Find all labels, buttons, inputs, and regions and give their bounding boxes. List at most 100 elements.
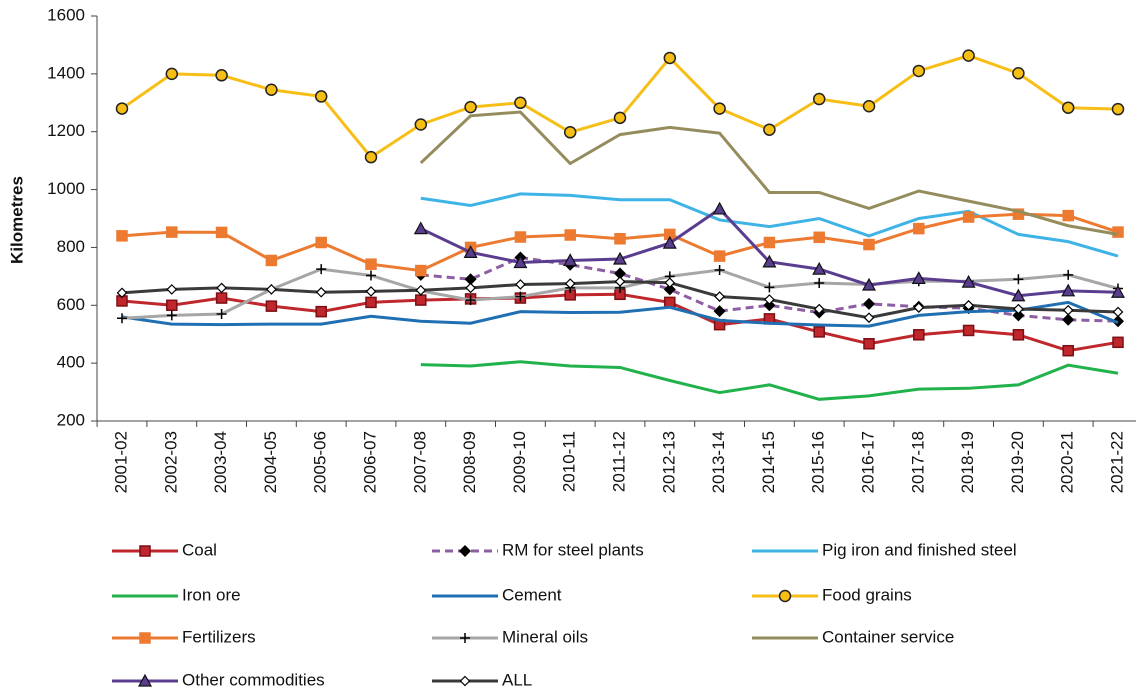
y-axis-title: Kilometres — [7, 176, 26, 264]
marker — [714, 264, 725, 275]
marker — [1110, 285, 1126, 298]
y-tick-label: 1400 — [47, 63, 85, 82]
marker — [813, 231, 825, 244]
marker — [863, 338, 875, 350]
marker — [764, 294, 775, 305]
marker — [316, 264, 327, 275]
marker — [712, 201, 727, 215]
marker — [813, 326, 825, 338]
marker — [962, 49, 975, 62]
legend-label: Pig iron and finished steel — [822, 540, 1017, 559]
marker — [613, 111, 627, 125]
x-tick-label: 2014-15 — [759, 431, 778, 493]
marker — [464, 273, 477, 286]
marker — [614, 267, 626, 280]
legend-label: RM for steel plants — [502, 540, 644, 559]
marker — [812, 261, 827, 275]
marker — [265, 254, 278, 267]
x-tick-label: 2003-04 — [211, 431, 230, 493]
legend-label: Fertilizers — [182, 627, 256, 646]
marker — [513, 255, 528, 269]
marker — [1012, 329, 1025, 341]
legend-item: Container service — [752, 627, 954, 646]
marker — [515, 279, 526, 290]
marker — [464, 100, 477, 114]
marker — [663, 283, 676, 296]
legend-item: RM for steel plants — [432, 540, 644, 559]
marker — [514, 231, 527, 243]
series — [115, 49, 1125, 164]
marker — [216, 282, 227, 294]
marker — [459, 545, 471, 557]
marker — [166, 284, 178, 295]
marker — [911, 271, 926, 284]
y-tick-label: 600 — [57, 295, 85, 314]
legend-label: Other commodities — [182, 670, 325, 689]
legend-item: Iron ore — [112, 585, 241, 604]
marker — [460, 633, 470, 643]
marker — [762, 254, 777, 268]
marker — [365, 286, 377, 297]
x-tick-label: 2010-11 — [560, 431, 579, 492]
marker — [266, 284, 277, 295]
marker — [116, 287, 128, 299]
marker — [415, 264, 427, 277]
marker — [215, 226, 228, 239]
marker — [415, 294, 427, 306]
marker — [961, 274, 976, 288]
marker — [863, 297, 875, 310]
series — [420, 360, 1119, 401]
marker — [1062, 209, 1074, 222]
marker — [863, 238, 875, 251]
x-tick-label: 2001-02 — [111, 431, 130, 493]
legend-label: Iron ore — [182, 585, 241, 604]
marker — [137, 673, 153, 687]
marker — [962, 211, 975, 223]
x-tick-label: 2015-16 — [809, 431, 828, 493]
y-tick-label: 1000 — [47, 179, 85, 198]
y-tick-label: 200 — [57, 410, 85, 429]
legend-label: Coal — [182, 540, 217, 559]
legend-label: Cement — [502, 585, 562, 604]
marker — [515, 291, 526, 302]
series-line — [419, 110, 1119, 236]
y-tick-label: 800 — [57, 237, 85, 256]
marker — [1112, 336, 1124, 349]
marker — [912, 64, 926, 78]
series-line — [420, 360, 1119, 401]
marker — [812, 92, 826, 106]
marker — [814, 278, 825, 289]
marker — [139, 545, 151, 557]
marker — [713, 250, 726, 262]
marker — [415, 284, 427, 296]
legend-label: ALL — [502, 670, 532, 689]
marker — [265, 300, 278, 312]
x-tick-label: 2019-20 — [1008, 431, 1027, 493]
marker — [1062, 304, 1074, 316]
x-tick-label: 2008-09 — [460, 431, 479, 493]
marker — [663, 51, 677, 65]
series-line — [121, 300, 1119, 328]
legend-label: Food grains — [822, 585, 912, 604]
marker — [365, 258, 377, 270]
marker — [714, 291, 725, 302]
marker — [713, 305, 726, 318]
marker — [166, 310, 177, 321]
marker — [612, 251, 628, 265]
y-tick-label: 1200 — [47, 121, 85, 140]
legend-item: Other commodities — [112, 670, 325, 689]
series-line — [420, 256, 1119, 323]
marker — [963, 299, 974, 311]
legend-item: Cement — [432, 585, 562, 604]
marker — [1061, 101, 1075, 114]
x-tick-label: 2020-21 — [1058, 431, 1077, 493]
marker — [265, 83, 278, 97]
legend-item: Fertilizers — [112, 627, 256, 646]
marker — [165, 67, 179, 81]
marker — [514, 96, 527, 110]
x-tick-label: 2002-03 — [161, 431, 180, 493]
marker — [1062, 313, 1075, 326]
x-tick-label: 2017-18 — [908, 431, 927, 493]
marker — [763, 123, 776, 136]
